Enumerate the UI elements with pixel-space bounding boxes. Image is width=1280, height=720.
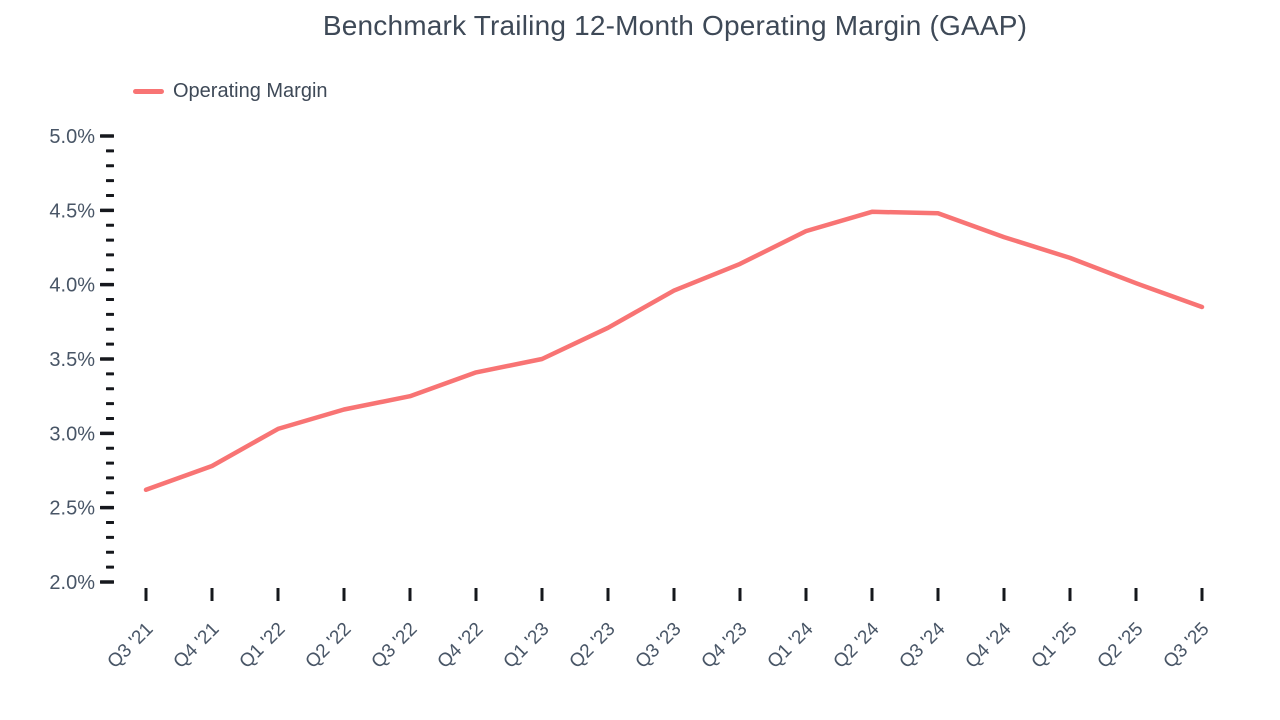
- y-tick-label: 4.5%: [49, 200, 95, 222]
- y-minor-tick: [106, 565, 114, 569]
- x-axis: Q3 '21 Q4 '21 Q1 '22 Q2 '22 Q3 '22 Q4 '22 Q1 '…: [104, 588, 1214, 673]
- x-tick-label: Q2 '23: [566, 619, 620, 673]
- y-minor-tick: [106, 253, 114, 257]
- series-line-operating-margin: [143, 209, 1205, 493]
- x-tick-label: Q3 '21: [104, 619, 158, 673]
- y-minor-tick: [106, 521, 114, 525]
- legend[interactable]: Operating Margin: [133, 80, 328, 103]
- x-tick: [474, 588, 478, 601]
- y-minor-tick: [106, 342, 114, 346]
- y-minor-tick: [106, 402, 114, 406]
- y-minor-tick: [106, 446, 114, 450]
- x-tick-label: Q3 '24: [896, 618, 950, 672]
- x-tick: [1134, 588, 1138, 601]
- y-minor-tick: [106, 535, 114, 539]
- y-minor-tick: [106, 416, 114, 420]
- x-tick-label: Q1 '23: [500, 619, 554, 673]
- y-minor-tick: [106, 327, 114, 331]
- y-minor-tick: [106, 550, 114, 554]
- y-tick-label: 3.0%: [49, 423, 95, 445]
- y-major-tick: [100, 580, 114, 584]
- x-tick: [408, 588, 412, 601]
- chart-title: Benchmark Trailing 12-Month Operating Ma…: [322, 10, 1028, 41]
- x-tick: [804, 588, 808, 601]
- x-tick-label: Q4 '23: [698, 619, 752, 673]
- y-minor-tick: [106, 238, 114, 242]
- y-minor-tick: [106, 312, 114, 316]
- y-tick-label: 5.0%: [49, 126, 95, 148]
- x-tick: [672, 588, 676, 601]
- y-major-tick: [100, 208, 114, 213]
- y-minor-tick: [106, 223, 114, 227]
- y-minor-tick: [106, 193, 114, 197]
- x-tick: [606, 588, 610, 601]
- x-tick-label: Q3 '25: [1160, 619, 1214, 673]
- y-tick-label: 2.5%: [49, 498, 95, 520]
- x-tick: [1200, 588, 1204, 601]
- x-tick: [1068, 588, 1072, 601]
- y-tick-label: 3.5%: [49, 349, 95, 371]
- y-minor-tick: [106, 149, 114, 153]
- y-major-tick: [100, 431, 114, 436]
- y-minor-tick: [106, 372, 114, 376]
- x-tick: [540, 588, 544, 601]
- x-tick-label: Q2 '24: [830, 618, 884, 672]
- x-tick-label: Q1 '25: [1028, 619, 1082, 673]
- x-tick-label: Q2 '22: [302, 619, 356, 673]
- x-tick: [870, 588, 874, 601]
- y-minor-tick: [106, 476, 114, 480]
- x-tick-label: Q1 '24: [764, 618, 818, 672]
- y-minor-tick: [106, 461, 114, 465]
- y-minor-tick: [106, 491, 114, 495]
- x-tick: [210, 588, 214, 601]
- legend-label-operating-margin: Operating Margin: [173, 80, 328, 102]
- x-tick: [276, 588, 280, 601]
- x-tick-label: Q3 '23: [632, 619, 686, 673]
- x-tick: [936, 588, 940, 601]
- y-major-tick: [100, 282, 114, 287]
- y-major-tick: [100, 134, 114, 138]
- y-minor-tick: [106, 179, 114, 183]
- y-minor-tick: [106, 268, 114, 272]
- y-tick-label: 2.0%: [49, 572, 95, 594]
- x-tick-label: Q4 '24: [962, 618, 1016, 672]
- x-tick: [144, 588, 148, 601]
- x-tick: [738, 588, 742, 601]
- y-minor-tick: [106, 164, 114, 168]
- x-tick: [1002, 588, 1006, 601]
- x-tick-label: Q4 '21: [170, 619, 224, 673]
- y-major-tick: [100, 357, 114, 361]
- x-tick: [342, 588, 346, 601]
- y-major-tick: [100, 505, 114, 510]
- x-tick-label: Q4 '22: [434, 619, 488, 673]
- x-tick-label: Q1 '22: [236, 619, 290, 673]
- y-minor-tick: [106, 387, 114, 391]
- y-minor-tick: [106, 298, 114, 302]
- y-axis: 5.0% 4.5% 4.0% 3.5% 3.0% 2.5% 2.0%: [49, 126, 114, 594]
- x-tick-label: Q2 '25: [1094, 619, 1148, 673]
- y-tick-label: 4.0%: [49, 275, 95, 297]
- x-tick-label: Q3 '22: [368, 619, 422, 673]
- legend-swatch-operating-margin: [133, 89, 164, 94]
